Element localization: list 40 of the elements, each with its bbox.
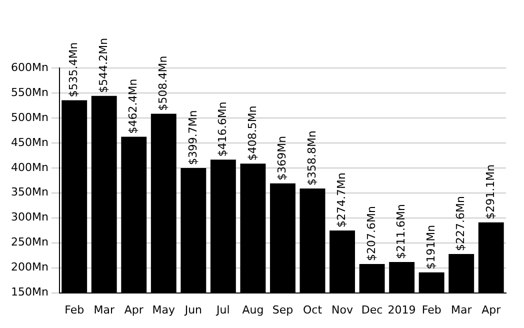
x-tick-label: Dec — [361, 303, 383, 316]
data-label: $369Mn — [276, 136, 289, 180]
y-tick-label: 350Mn — [10, 186, 48, 199]
data-label: $416.6Mn — [216, 102, 230, 157]
x-tick-label: Aug — [242, 303, 264, 316]
data-label: $508.4Mn — [156, 56, 170, 111]
x-tick-label: Apr — [482, 303, 502, 316]
x-tick-label: Apr — [124, 303, 144, 316]
data-label: $544.2Mn — [96, 38, 110, 93]
data-label: $408.5Mn — [246, 106, 259, 161]
x-tick-label: Feb — [64, 303, 84, 316]
data-label: $211.6Mn — [394, 204, 408, 260]
y-tick-label: 200Mn — [10, 260, 48, 274]
y-tick-label: 400Mn — [10, 160, 48, 174]
data-label: $227.6Mn — [454, 196, 468, 252]
y-tick-label: 300Mn — [10, 210, 48, 224]
x-tick-label: Sep — [272, 303, 294, 316]
data-label: $462.4Mn — [126, 78, 140, 134]
y-tick-label: 600Mn — [10, 60, 48, 74]
x-tick-label: Oct — [302, 303, 323, 316]
x-tick-label: Jul — [216, 303, 230, 316]
data-label: $358.8Mn — [305, 130, 318, 186]
data-label: $207.6Mn — [364, 206, 378, 262]
y-tick-label: 250Mn — [10, 236, 48, 249]
y-tick-label: 450Mn — [10, 136, 48, 149]
x-tick-label: Feb — [422, 303, 442, 316]
data-label: $291.1Mn — [484, 164, 497, 220]
x-tick-label: Mar — [94, 303, 115, 316]
data-label: $191Mn — [424, 224, 438, 270]
x-tick-label: Jun — [184, 303, 202, 316]
data-label: $399.7Mn — [186, 110, 200, 166]
y-tick-label: 150Mn — [10, 286, 48, 299]
y-tick-label: 550Mn — [10, 86, 48, 99]
x-tick-label: Nov — [332, 303, 354, 316]
x-tick-label: 2019 — [388, 303, 416, 316]
data-label: $535.4Mn — [67, 42, 80, 98]
y-tick-label: 500Mn — [10, 110, 48, 124]
data-label: $274.7Mn — [335, 172, 348, 228]
x-tick-label: May — [152, 303, 176, 316]
x-tick-label: Mar — [450, 303, 472, 316]
